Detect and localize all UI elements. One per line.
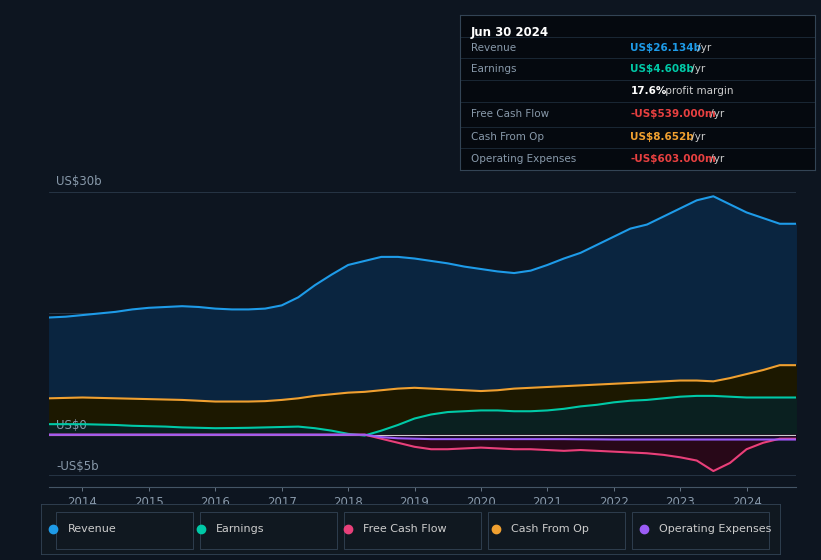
Text: Revenue: Revenue [67,524,117,534]
Text: Earnings: Earnings [470,64,516,74]
Text: Operating Expenses: Operating Expenses [658,524,771,534]
Text: Earnings: Earnings [215,524,264,534]
Text: /yr: /yr [688,64,705,74]
Text: Cash From Op: Cash From Op [470,133,544,142]
Text: US$26.134b: US$26.134b [631,43,701,53]
Text: Revenue: Revenue [470,43,516,53]
Text: US$8.652b: US$8.652b [631,133,694,142]
Text: Operating Expenses: Operating Expenses [470,154,576,164]
Text: -US$539.000m: -US$539.000m [631,109,716,119]
Text: -US$603.000m: -US$603.000m [631,154,716,164]
Text: /yr: /yr [688,133,705,142]
Text: Free Cash Flow: Free Cash Flow [363,524,447,534]
Text: US$30b: US$30b [56,175,102,188]
Text: /yr: /yr [707,109,724,119]
Text: Jun 30 2024: Jun 30 2024 [470,26,548,39]
Text: /yr: /yr [707,154,724,164]
Text: profit margin: profit margin [663,86,734,96]
Text: US$0: US$0 [56,419,87,432]
Text: -US$5b: -US$5b [56,460,99,473]
Text: 17.6%: 17.6% [631,86,667,96]
Text: Cash From Op: Cash From Op [511,524,589,534]
Text: US$4.608b: US$4.608b [631,64,695,74]
Text: /yr: /yr [695,43,712,53]
Text: Free Cash Flow: Free Cash Flow [470,109,548,119]
